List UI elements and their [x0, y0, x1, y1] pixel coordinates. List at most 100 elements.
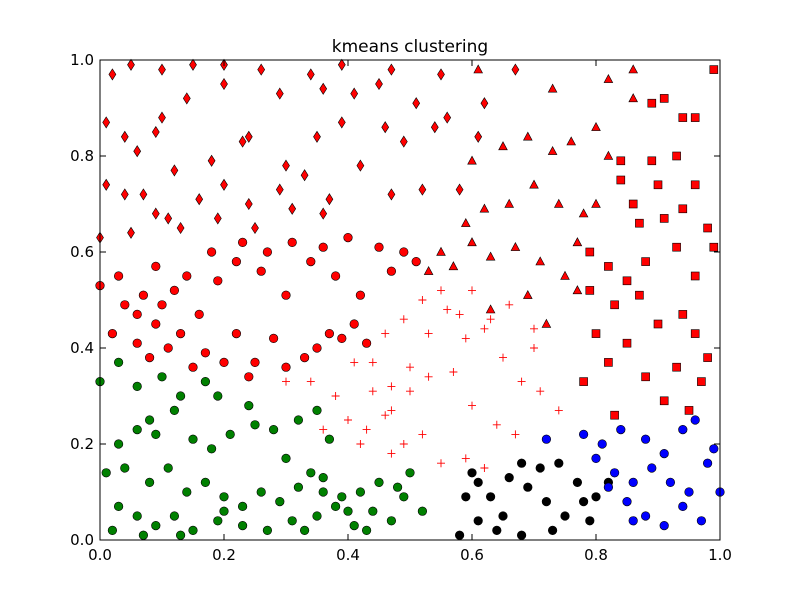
- data-point-s0-15: [220, 77, 228, 91]
- data-point-s0-54: [213, 212, 222, 225]
- y-tick-label-3: 0.6: [70, 243, 94, 261]
- data-point-s2-5: [616, 156, 626, 166]
- data-point-s5-49: [312, 511, 322, 521]
- data-point-s5-7: [213, 391, 223, 401]
- data-point-s5-19: [250, 420, 260, 430]
- data-point-s3-39: [145, 353, 155, 363]
- data-point-s4-20: [368, 387, 377, 396]
- data-point-s5-8: [244, 401, 254, 411]
- data-point-s4-0: [368, 358, 377, 367]
- x-tick-label-2: 0.4: [336, 546, 360, 564]
- data-point-s5-17: [207, 444, 217, 454]
- data-point-s2-37: [610, 410, 619, 420]
- data-point-s5-48: [287, 516, 297, 526]
- data-point-s5-25: [145, 477, 155, 488]
- data-point-s5-12: [113, 439, 124, 449]
- data-point-s6-18: [516, 530, 527, 540]
- data-point-s1-25: [522, 289, 533, 299]
- data-point-s3-7: [231, 257, 241, 267]
- data-point-s0-55: [251, 221, 259, 235]
- x-tick-label-5: 1.0: [708, 546, 732, 564]
- data-point-s0-44: [300, 169, 309, 182]
- data-point-s4-17: [505, 300, 514, 309]
- data-point-s3-8: [256, 266, 266, 276]
- data-point-s6-16: [455, 530, 465, 540]
- data-point-s3-30: [176, 329, 186, 339]
- data-point-s3-45: [312, 343, 322, 353]
- y-tick-label-0: 0.0: [70, 531, 94, 549]
- data-point-s5-47: [262, 525, 273, 536]
- data-point-s5-62: [318, 473, 328, 483]
- data-point-s5-39: [405, 468, 415, 478]
- data-point-s5-35: [337, 492, 347, 502]
- data-point-s3-5: [194, 309, 204, 320]
- data-point-s7-1: [578, 429, 589, 440]
- data-point-s5-60: [362, 525, 372, 536]
- data-point-s4-30: [344, 416, 352, 424]
- data-point-s1-6: [498, 141, 508, 151]
- data-point-s2-22: [585, 286, 595, 295]
- data-point-s1-24: [560, 270, 570, 280]
- data-point-s1-15: [529, 179, 539, 189]
- data-point-s5-23: [101, 468, 111, 478]
- plot-area: [95, 58, 725, 540]
- data-point-s0-47: [387, 188, 396, 201]
- data-point-s4-19: [350, 358, 359, 367]
- data-point-s2-8: [690, 180, 700, 190]
- data-point-s1-31: [572, 285, 583, 295]
- data-point-s1-28: [436, 246, 446, 256]
- data-point-s7-2: [597, 439, 607, 449]
- data-point-s4-11: [399, 315, 408, 324]
- data-point-s6-8: [591, 492, 601, 502]
- data-point-s5-16: [188, 434, 198, 444]
- x-tick-label-1: 0.2: [212, 546, 236, 564]
- data-point-s5-9: [269, 425, 279, 435]
- data-point-s6-20: [585, 516, 595, 526]
- data-point-s1-30: [541, 318, 552, 328]
- data-point-s0-10: [511, 63, 520, 76]
- data-point-s1-9: [566, 136, 577, 146]
- data-point-s6-3: [504, 473, 514, 483]
- data-point-s2-28: [703, 353, 712, 362]
- data-point-s5-37: [374, 477, 384, 488]
- data-point-s3-22: [287, 237, 297, 247]
- data-point-s2-16: [709, 242, 719, 252]
- data-point-s1-22: [535, 256, 546, 266]
- data-point-s3-29: [151, 319, 161, 329]
- data-point-s0-17: [275, 87, 284, 100]
- data-point-s1-5: [467, 155, 477, 165]
- data-point-s0-42: [244, 197, 253, 211]
- data-point-s7-5: [659, 449, 669, 459]
- x-tick-label-3: 0.6: [460, 546, 484, 564]
- data-point-s5-11: [312, 405, 322, 416]
- data-point-s6-10: [467, 468, 477, 478]
- data-point-s4-42: [356, 440, 365, 448]
- data-point-s5-30: [238, 501, 248, 512]
- data-point-s6-6: [554, 458, 564, 468]
- data-point-s7-7: [690, 415, 700, 425]
- data-point-s4-29: [554, 406, 563, 415]
- data-point-s1-10: [591, 121, 601, 131]
- data-point-s6-11: [498, 511, 508, 521]
- data-point-s3-36: [324, 329, 335, 339]
- data-point-s1-12: [460, 217, 471, 227]
- data-point-s0-14: [182, 92, 191, 105]
- data-point-s0-57: [319, 207, 328, 220]
- data-point-s3-9: [281, 290, 291, 300]
- data-point-s1-7: [522, 131, 533, 141]
- data-point-s3-25: [374, 242, 384, 252]
- data-point-s6-7: [572, 477, 583, 488]
- data-point-s7-12: [647, 463, 657, 473]
- data-point-s0-41: [220, 178, 228, 191]
- data-point-s5-10: [293, 415, 304, 425]
- data-point-s3-19: [207, 247, 217, 257]
- data-point-s2-34: [622, 338, 632, 348]
- data-point-s4-12: [418, 296, 427, 304]
- data-point-s0-39: [164, 212, 173, 225]
- data-point-s5-24: [120, 463, 130, 473]
- data-point-s1-13: [479, 203, 490, 213]
- data-point-s3-12: [355, 290, 366, 300]
- data-point-s6-21: [492, 525, 502, 536]
- data-point-s3-38: [362, 338, 372, 348]
- data-point-s0-49: [455, 183, 464, 196]
